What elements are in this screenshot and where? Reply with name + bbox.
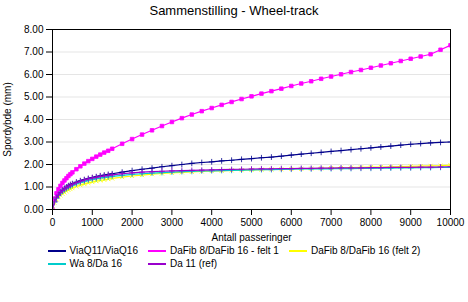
- svg-text:6.00: 6.00: [24, 69, 44, 80]
- svg-text:5000: 5000: [240, 217, 263, 228]
- svg-text:7.00: 7.00: [24, 46, 44, 57]
- svg-text:5.00: 5.00: [24, 91, 44, 102]
- svg-text:Antall passeringer: Antall passeringer: [211, 232, 292, 243]
- svg-text:1000: 1000: [81, 217, 104, 228]
- svg-text:1.00: 1.00: [24, 181, 44, 192]
- svg-text:6000: 6000: [280, 217, 303, 228]
- svg-text:2.00: 2.00: [24, 159, 44, 170]
- svg-text:8000: 8000: [360, 217, 383, 228]
- html-text:DaFib 8/DaFib 16 - felt 1: DaFib 8/DaFib 16 - felt 1: [170, 245, 279, 256]
- html-text:Sammenstilling - Wheel-track: Sammenstilling - Wheel-track: [149, 3, 319, 18]
- svg-text:10000: 10000: [437, 217, 465, 228]
- svg-text:3000: 3000: [161, 217, 184, 228]
- html-text:ViaQ11/ViaQ16: ViaQ11/ViaQ16: [69, 245, 138, 256]
- svg-text:2000: 2000: [121, 217, 144, 228]
- svg-text:3.00: 3.00: [24, 136, 44, 147]
- html-text:Wa 8/Da 16: Wa 8/Da 16: [69, 258, 122, 269]
- svg-text:7000: 7000: [320, 217, 343, 228]
- html-text:Da 11 (ref): Da 11 (ref): [170, 258, 217, 269]
- svg-text:4000: 4000: [201, 217, 224, 228]
- svg-text:9000: 9000: [400, 217, 423, 228]
- svg-text:0: 0: [50, 217, 56, 228]
- svg-text:0.00: 0.00: [24, 204, 44, 215]
- html-text:DaFib 8/DaFib 16 (felt 2): DaFib 8/DaFib 16 (felt 2): [310, 245, 421, 256]
- svg-text:8.00: 8.00: [24, 24, 44, 35]
- svg-text:4.00: 4.00: [24, 114, 44, 125]
- svg-text:Spordybde (mm): Spordybde (mm): [2, 82, 13, 156]
